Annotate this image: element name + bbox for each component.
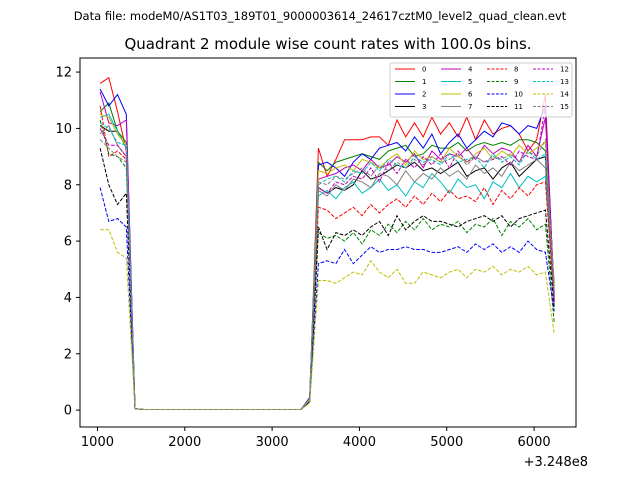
- y-tick-label: 0: [64, 404, 72, 419]
- y-tick-label: 12: [55, 66, 72, 81]
- plot-frame: [79, 57, 577, 428]
- y-tick-label: 6: [64, 235, 72, 250]
- plot-area: [80, 58, 576, 427]
- legend-label-11: 11: [514, 103, 523, 111]
- x-tick-label: 3000: [256, 435, 289, 450]
- legend-label-6: 6: [468, 91, 473, 99]
- legend-label-3: 3: [422, 103, 426, 111]
- x-axis-offset-label: +3.248e8: [524, 455, 588, 470]
- x-tick-label: 4000: [343, 435, 376, 450]
- x-tick-label: 2000: [168, 435, 201, 450]
- legend-label-15: 15: [560, 103, 569, 111]
- legend-box: [389, 62, 573, 118]
- x-tick-label: 5000: [430, 435, 463, 450]
- y-tick-label: 2: [64, 347, 72, 362]
- series-layer: [99, 76, 555, 410]
- x-tick-label: 6000: [518, 435, 551, 450]
- x-tick-label: 1000: [81, 435, 114, 450]
- legend-label-4: 4: [468, 66, 473, 74]
- chart-title: Quadrant 2 module wise count rates with …: [124, 35, 531, 53]
- y-tick-label: 4: [64, 291, 72, 306]
- legend-label-8: 8: [514, 66, 518, 74]
- legend-label-2: 2: [422, 91, 426, 99]
- legend-label-5: 5: [468, 78, 472, 86]
- legend-label-14: 14: [560, 91, 569, 99]
- data-file-caption: Data file: modeM0/AS1T03_189T01_90000036…: [74, 9, 567, 23]
- legend-label-12: 12: [560, 66, 569, 74]
- legend-label-7: 7: [468, 103, 472, 111]
- legend-label-9: 9: [514, 78, 518, 86]
- legend-label-13: 13: [560, 78, 569, 86]
- y-tick-label: 10: [55, 122, 72, 137]
- series-line-14: [100, 229, 555, 410]
- legend-label-0: 0: [422, 66, 426, 74]
- series-line-8: [99, 105, 555, 410]
- plot-background: [80, 58, 576, 427]
- legend-label-1: 1: [422, 78, 426, 86]
- legend-label-10: 10: [514, 91, 523, 99]
- y-tick-label: 8: [64, 178, 72, 193]
